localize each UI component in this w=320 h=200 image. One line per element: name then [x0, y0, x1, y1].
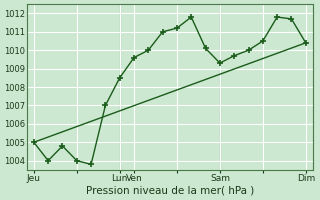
X-axis label: Pression niveau de la mer( hPa ): Pression niveau de la mer( hPa )	[86, 186, 254, 196]
